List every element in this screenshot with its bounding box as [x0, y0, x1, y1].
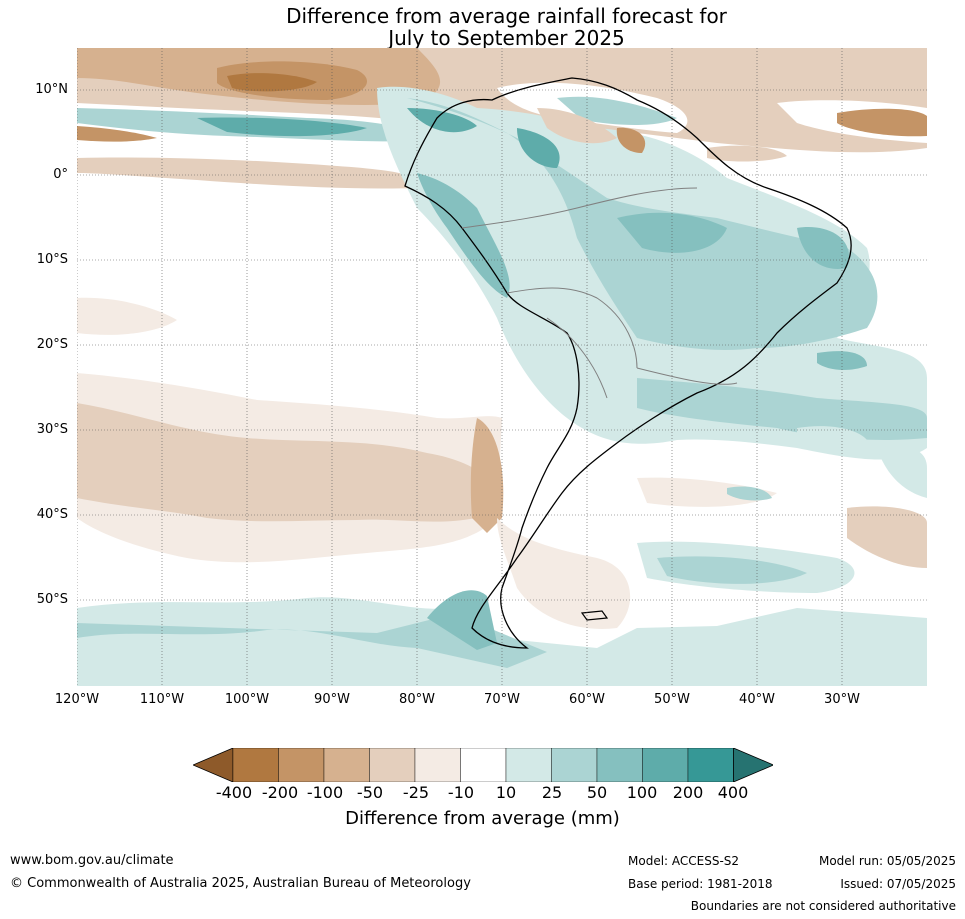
tropical-north-band	[77, 48, 927, 189]
lat-label-0: 0°	[53, 167, 68, 182]
legend-cell	[596, 748, 643, 782]
continental-wet-area	[377, 86, 927, 460]
legend-arrow-low	[193, 748, 234, 782]
lon-label-90w: 90°W	[314, 692, 350, 707]
lat-label-50s: 50°S	[36, 592, 68, 607]
legend-tick-minus-400: -400	[215, 783, 253, 802]
legend-cell	[414, 748, 461, 782]
continent-coastline	[404, 77, 852, 649]
falkland-islands	[580, 610, 609, 621]
legend-tick-400: 400	[717, 783, 749, 802]
legend-tick-minus-200: -200	[261, 783, 299, 802]
caribbean-patch	[497, 82, 688, 153]
lat-label-30s: 30°S	[36, 422, 68, 437]
legend-colorbar	[193, 748, 773, 782]
rainfall-map	[77, 48, 927, 686]
lat-label-10s: 10°S	[36, 252, 68, 267]
map-title-line-2: July to September 2025	[388, 26, 625, 50]
map-title-line-1: Difference from average rainfall forecas…	[286, 4, 727, 28]
legend-cell	[551, 748, 598, 782]
legend-tick-minus-50: -50	[356, 783, 384, 802]
legend-tick-minus-10: -10	[447, 783, 475, 802]
lon-label-70w: 70°W	[484, 692, 520, 707]
legend-cell	[278, 748, 325, 782]
legend-tick-10: 10	[495, 783, 517, 802]
legend-cell	[642, 748, 689, 782]
legend-cell	[323, 748, 370, 782]
legend-tick-100: 100	[626, 783, 658, 802]
lon-label-30w: 30°W	[824, 692, 860, 707]
lat-label-40s: 40°S	[36, 507, 68, 522]
lon-label-40w: 40°W	[739, 692, 775, 707]
lon-label-110w: 110°W	[139, 692, 185, 707]
legend-arrow-high	[733, 748, 773, 782]
lon-label-80w: 80°W	[399, 692, 435, 707]
footer-issued: Issued: 07/05/2025	[840, 877, 956, 891]
legend-tick-25: 25	[541, 783, 563, 802]
legend-cell	[369, 748, 416, 782]
country-borders	[461, 187, 738, 399]
footer-copyright: © Commonwealth of Australia 2025, Austra…	[10, 876, 471, 891]
lon-label-60w: 60°W	[569, 692, 605, 707]
legend-cell	[505, 748, 552, 782]
legend-tick-minus-25: -25	[402, 783, 430, 802]
legend-tick-200: 200	[672, 783, 704, 802]
lat-label-10n: 10°N	[35, 82, 68, 97]
lon-label-120w: 120°W	[54, 692, 100, 707]
south-atlantic-patches	[497, 426, 927, 629]
footer-disclaimer: Boundaries are not considered authoritat…	[690, 899, 956, 913]
footer-base-period: Base period: 1981-2018	[628, 877, 773, 891]
footer-model-run: Model run: 05/05/2025	[818, 854, 956, 868]
legend-cell	[460, 748, 507, 782]
graticule	[77, 48, 927, 686]
legend-cell	[232, 748, 279, 782]
legend-cell	[687, 748, 734, 782]
legend-tick-minus-100: -100	[306, 783, 344, 802]
legend-label: Difference from average (mm)	[345, 808, 620, 829]
lon-label-50w: 50°W	[654, 692, 690, 707]
lat-label-20s: 20°S	[36, 337, 68, 352]
lon-label-100w: 100°W	[224, 692, 270, 707]
footer-model: Model: ACCESS-S2	[628, 854, 740, 868]
footer-website: www.bom.gov.au/climate	[10, 853, 174, 868]
legend-tick-50: 50	[586, 783, 608, 802]
